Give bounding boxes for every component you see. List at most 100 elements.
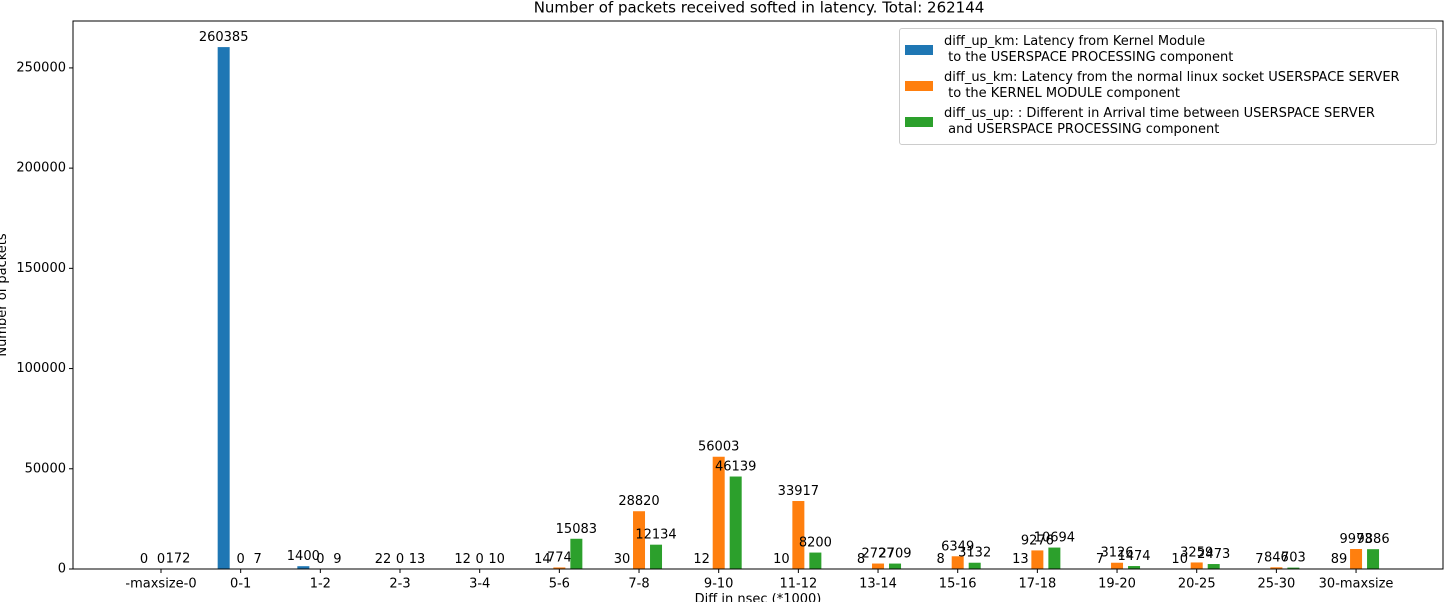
x-tick-label: 17-18 [1018,577,1056,592]
chart-title: Number of packets received softed in lat… [534,0,985,17]
bar [1031,550,1044,569]
data-label: 260385 [199,30,249,45]
data-label: 0 [157,552,165,567]
data-label: 0 [140,552,148,567]
y-tick-label: 250000 [16,60,66,75]
data-label: 8 [857,552,865,567]
data-label: 0 [316,552,324,567]
data-label: 9973 [1340,532,1373,547]
x-tick-label: 20-25 [1178,577,1216,592]
bar [553,567,566,569]
data-label: 1400 [287,549,320,564]
data-label: 3126 [1100,546,1133,561]
bar [650,544,663,569]
bar [1287,567,1300,569]
x-tick-label: 11-12 [779,577,817,592]
bar [1128,566,1141,569]
y-tick-label: 200000 [16,161,66,176]
data-label: 13 [1012,552,1029,567]
data-label: 774 [547,550,572,565]
bar [297,566,310,569]
legend-label: diff_us_km: Latency from the normal linu… [944,70,1400,101]
data-label: 10 [488,552,505,567]
bar [968,562,981,569]
y-axis-label: Number of packets [0,233,10,357]
data-label: 89 [1331,552,1348,567]
x-tick-label: 5-6 [549,577,570,592]
data-label: 14 [534,552,551,567]
legend-label: diff_us_up: : Different in Arrival time … [944,106,1375,137]
x-tick-label: 0-1 [230,577,251,592]
x-tick-label: 25-30 [1257,577,1295,592]
data-label: 9886 [1357,532,1390,547]
data-label: 33917 [778,484,819,499]
bar [1048,547,1061,569]
data-label: 15083 [556,522,597,537]
data-label: 2473 [1197,547,1230,562]
data-label: 8200 [799,536,832,551]
bar [809,552,822,569]
data-label: 846 [1264,550,1289,565]
x-tick-label: 9-10 [704,577,734,592]
data-label: 172 [166,552,191,567]
y-tick-label: 150000 [16,261,66,276]
data-label: 46139 [715,460,756,475]
data-label: 10694 [1034,531,1075,546]
data-label: 1474 [1117,549,1150,564]
bar [951,556,964,569]
data-label: 28820 [618,494,659,509]
legend-swatch [905,45,933,55]
bar [633,511,646,569]
data-label: 2727 [861,547,894,562]
bar [1367,549,1380,569]
data-label: 56003 [698,440,739,455]
data-label: 6349 [941,539,974,554]
y-tick-label: 100000 [16,361,66,376]
data-label: 12 [454,552,471,567]
bar [1190,562,1203,569]
x-tick-label: 1-2 [310,577,331,592]
data-label: 0 [476,552,484,567]
data-label: 10 [773,552,790,567]
data-label: 2709 [878,547,911,562]
bar [1270,567,1283,569]
data-label: 3259 [1180,545,1213,560]
legend-entry: diff_us_up: : Different in Arrival time … [905,106,1436,138]
data-label: 9276 [1021,533,1054,548]
bar [1111,562,1124,569]
bar [1207,564,1220,569]
y-tick-label: 50000 [25,461,66,476]
data-label: 7 [1255,552,1263,567]
x-tick-label: 7-8 [628,577,649,592]
bar [1350,549,1363,569]
legend: diff_up_km: Latency from Kernel Module t… [899,28,1437,145]
data-label: 9 [333,552,341,567]
x-tick-label: 13-14 [859,577,897,592]
data-label: 0 [396,552,404,567]
data-label: 30 [614,552,631,567]
bar [872,563,885,569]
data-label: 3132 [958,546,991,561]
data-label: 12 [693,552,710,567]
x-tick-label: -maxsize-0 [125,577,196,592]
data-label: 8 [937,552,945,567]
x-tick-label: 19-20 [1098,577,1136,592]
data-label: 10 [1171,552,1188,567]
legend-swatch [905,81,933,91]
y-tick-label: 0 [58,562,66,577]
bar [570,538,583,569]
x-tick-label: 2-3 [389,577,410,592]
data-label: 12134 [635,528,676,543]
data-label: 7 [1096,552,1104,567]
data-label: 7 [254,552,262,567]
x-tick-label: 15-16 [939,577,977,592]
x-tick-label: 3-4 [469,577,490,592]
bar [792,501,805,569]
data-label: 13 [409,552,426,567]
data-label: 703 [1281,551,1306,566]
x-tick-label: 30-maxsize [1319,577,1394,592]
data-label: 22 [375,552,392,567]
legend-entry: diff_us_km: Latency from the normal linu… [905,70,1436,102]
